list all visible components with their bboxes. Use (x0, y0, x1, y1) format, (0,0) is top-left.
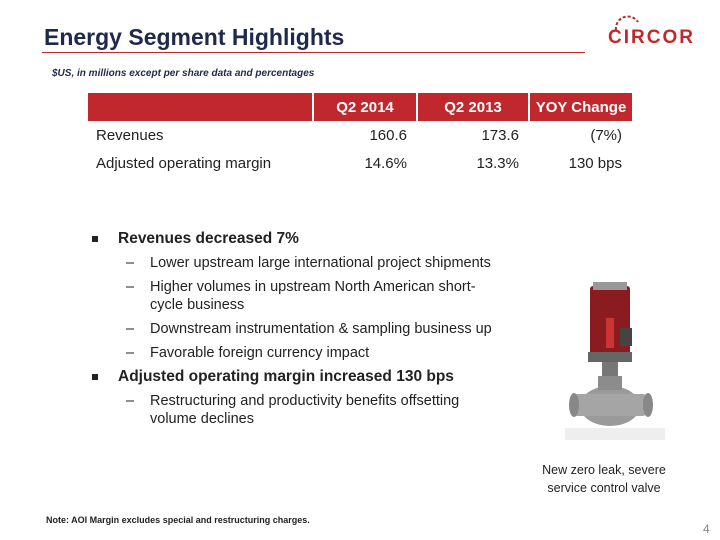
bullet: Adjusted operating margin increased 130 … (92, 368, 522, 386)
header-row: Q2 2014 Q2 2013 YOY Change (88, 93, 632, 121)
table-row: Revenues 160.6 173.6 (7%) (88, 121, 632, 149)
value-cell: 14.6% (364, 154, 407, 172)
title-rule (42, 52, 585, 53)
row-label: Revenues (96, 126, 164, 144)
sub-bullet: Favorable foreign currency impact (92, 344, 500, 362)
value-cell: 173.6 (481, 126, 519, 144)
sub-bullet: Higher volumes in upstream North America… (92, 278, 500, 314)
sub-bullet: Downstream instrumentation & sampling bu… (92, 320, 500, 338)
title: Energy Segment Highlights (44, 24, 345, 50)
table-body: Revenues 160.6 173.6 (7%) Adjusted operating… (88, 121, 632, 177)
table: Q2 2014 Q2 2013 YOY Change Revenues 160.6… (88, 93, 632, 177)
value-cell: 130 bps (568, 154, 622, 172)
image-caption: New zero leak, severe service control va… (542, 463, 666, 495)
header-cell (88, 93, 313, 121)
page-number: 4 (703, 522, 710, 536)
header-cell: Q2 2013 (416, 93, 529, 121)
bullets: Revenues decreased 7% Lower upstream larg… (92, 226, 522, 434)
row-label: Adjusted operating margin (96, 154, 272, 172)
bullet: Revenues decreased 7% (92, 230, 522, 248)
valve-image (565, 282, 665, 440)
value-cell: 160.6 (369, 126, 407, 144)
value-cell: 13.3% (476, 154, 519, 172)
note: Note: AOI Margin excludes special and re… (46, 515, 310, 525)
sub-bullet: Lower upstream large international proje… (92, 254, 500, 272)
logo: CIRCOR (608, 27, 695, 48)
sub-bullet: Restructuring and productivity benefits … (92, 392, 500, 428)
header-cell: Q2 2014 (312, 93, 417, 121)
value-cell: (7%) (590, 126, 622, 144)
table-row: Adjusted operating margin 14.6% 13.3% 130 b… (88, 149, 632, 177)
logo-arc (614, 15, 639, 31)
header-cell: YOY Change (528, 93, 632, 121)
subtitle: $US, in millions except per share data a… (52, 68, 315, 79)
